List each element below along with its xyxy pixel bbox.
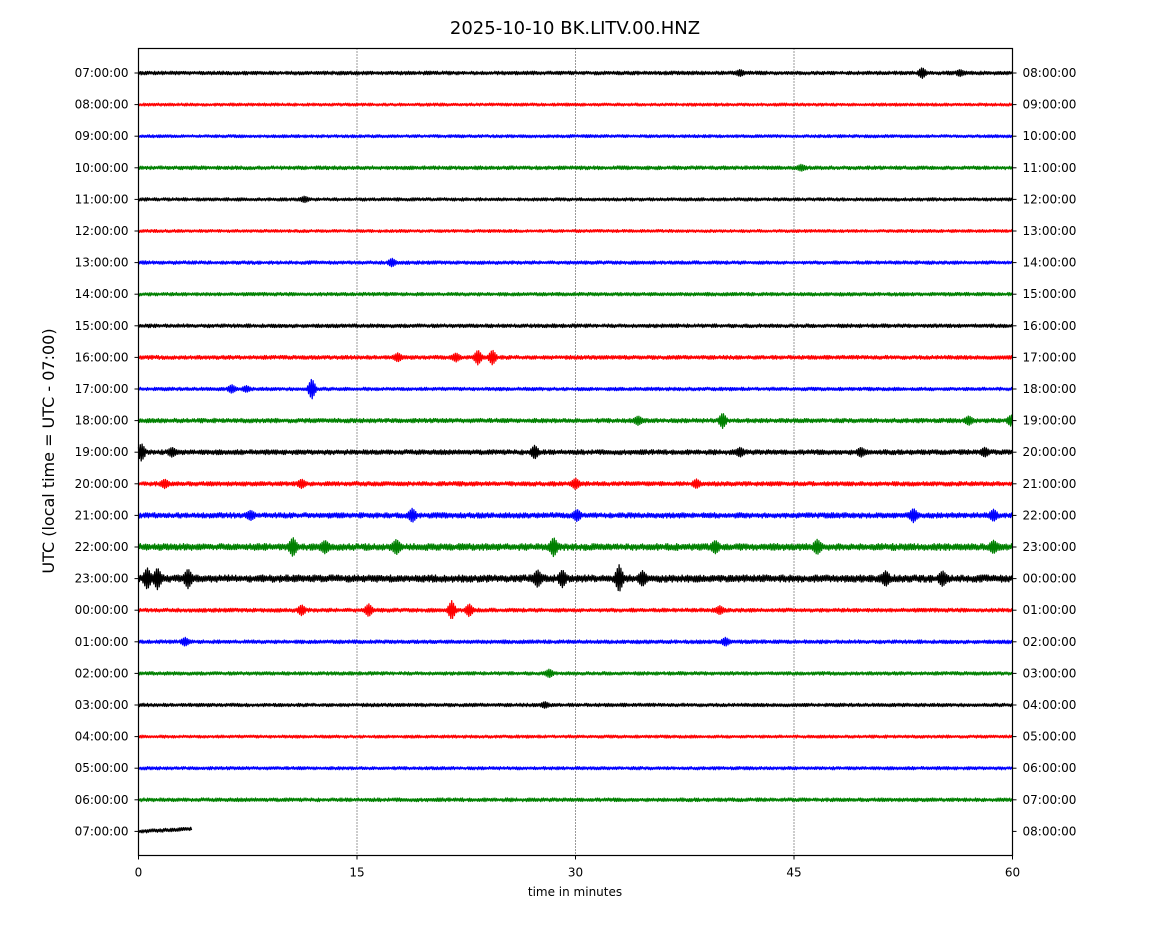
left-tick-label: 05:00:00 [75,761,129,775]
trace-row-19 [137,636,1014,647]
right-tick-label: 17:00:00 [1023,350,1077,364]
x-tick-label: 15 [349,866,364,880]
x-tick-label: 60 [1005,866,1020,880]
x-axis-label: time in minutes [528,885,622,899]
right-tick-label: 01:00:00 [1023,603,1077,617]
left-tick-label: 21:00:00 [75,508,129,522]
right-tick-label: 03:00:00 [1023,666,1077,680]
trace-row-17 [137,564,1014,592]
trace-row-2 [137,102,1013,107]
left-tick-label: 01:00:00 [75,635,129,649]
x-tick-label: 0 [135,866,143,880]
trace-row-13 [137,443,1014,462]
right-tick-label: 08:00:00 [1023,824,1077,838]
left-tick-label: 15:00:00 [75,319,129,333]
left-tick-label: 08:00:00 [75,98,129,112]
right-tick-label: 21:00:00 [1023,477,1077,491]
trace-row-10 [137,349,1014,366]
trace-row-21 [137,701,1014,709]
x-tick-label: 30 [568,866,583,880]
right-tick-label: 15:00:00 [1023,287,1077,301]
trace-row-7 [137,257,1013,268]
left-tick-label: 09:00:00 [75,129,129,143]
trace-row-16 [137,537,1014,558]
left-tick-label: 02:00:00 [75,666,129,680]
right-tick-label: 18:00:00 [1023,382,1077,396]
left-tick-label: 20:00:00 [75,477,129,491]
trace-row-5 [137,195,1014,204]
gridlines [356,48,795,856]
right-tick-label: 11:00:00 [1023,161,1077,175]
left-tick-label: 12:00:00 [75,224,129,238]
left-tick-label: 18:00:00 [75,414,129,428]
x-tick-label: 45 [786,866,801,880]
trace-row-25 [137,826,193,834]
left-tick-label: 04:00:00 [75,730,129,744]
trace-row-4 [137,163,1014,172]
right-tick-label: 16:00:00 [1023,319,1077,333]
trace-row-15 [137,507,1014,524]
right-tick-label: 20:00:00 [1023,445,1077,459]
right-tick-label: 22:00:00 [1023,508,1077,522]
right-tick-label: 02:00:00 [1023,635,1077,649]
left-tick-label: 19:00:00 [75,445,129,459]
trace-row-24 [137,797,1013,803]
right-tick-label: 09:00:00 [1023,98,1077,112]
trace-row-18 [137,599,1014,620]
y-axis-label: UTC (local time = UTC - 07:00) [39,328,58,573]
right-tick-label: 14:00:00 [1023,256,1077,270]
right-tick-label: 05:00:00 [1023,730,1077,744]
right-tick-label: 07:00:00 [1023,793,1077,807]
trace-row-8 [137,291,1014,297]
left-tick-label: 17:00:00 [75,382,129,396]
right-tick-label: 08:00:00 [1023,66,1077,80]
right-tick-label: 10:00:00 [1023,129,1077,143]
right-tick-label: 06:00:00 [1023,761,1077,775]
trace-row-14 [137,477,1014,490]
right-y-axis: 08:00:00 09:00:00 10:00:00 11:00:00 12:00:00… [1012,66,1077,838]
seismic-traces [137,67,1014,834]
left-tick-label: 11:00:00 [75,192,129,206]
right-tick-label: 04:00:00 [1023,698,1077,712]
right-tick-label: 12:00:00 [1023,192,1077,206]
trace-row-1 [137,67,1013,79]
right-tick-label: 19:00:00 [1023,414,1077,428]
left-tick-label: 06:00:00 [75,793,129,807]
trace-row-22 [137,734,1014,739]
trace-row-3 [137,134,1013,139]
left-y-axis: 07:00:00 08:00:00 09:00:00 10:00:00 11:00:00… [75,66,139,838]
right-tick-label: 23:00:00 [1023,540,1077,554]
right-tick-label: 00:00:00 [1023,572,1077,586]
trace-row-9 [137,323,1014,329]
trace-row-20 [137,668,1014,679]
left-tick-label: 07:00:00 [75,66,129,80]
left-tick-label: 03:00:00 [75,698,129,712]
left-tick-label: 07:00:00 [75,824,129,838]
left-tick-label: 22:00:00 [75,540,129,554]
trace-row-12 [137,413,1014,430]
x-axis: 0 15 30 45 60 [135,855,1020,880]
trace-row-11 [137,378,1014,400]
left-tick-label: 16:00:00 [75,350,129,364]
left-tick-label: 13:00:00 [75,256,129,270]
right-tick-label: 13:00:00 [1023,224,1077,238]
left-tick-label: 00:00:00 [75,603,129,617]
left-tick-label: 14:00:00 [75,287,129,301]
left-tick-label: 23:00:00 [75,572,129,586]
trace-row-23 [137,765,1013,771]
left-tick-label: 10:00:00 [75,161,129,175]
trace-row-6 [137,228,1014,234]
chart-title: 2025-10-10 BK.LITV.00.HNZ [450,18,700,39]
